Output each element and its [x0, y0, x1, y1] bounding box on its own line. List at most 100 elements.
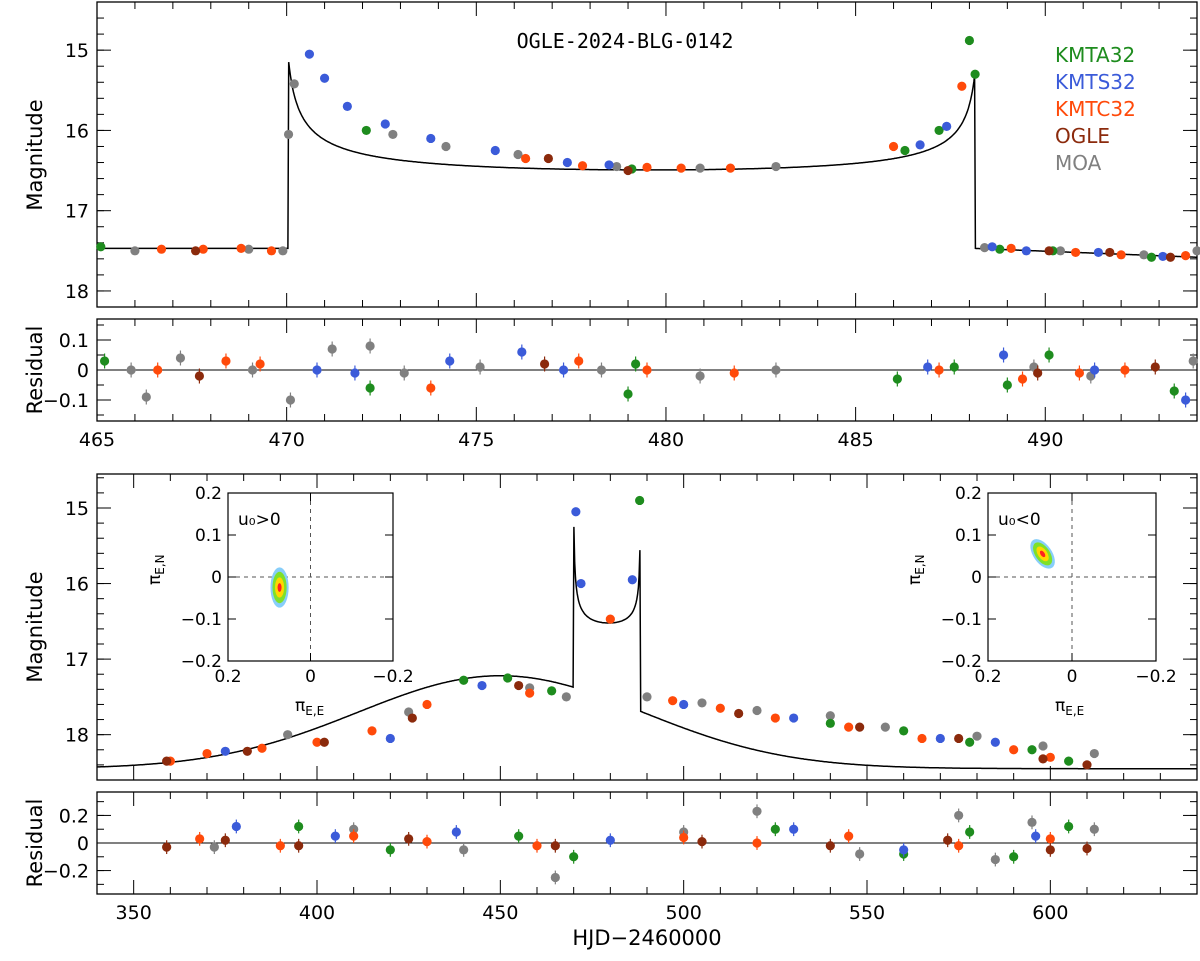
- data-point-kmta32: [365, 383, 375, 393]
- data-point-kmts32: [231, 821, 241, 832]
- data-point-moa: [1055, 246, 1066, 256]
- x-tick-label: 500: [666, 902, 702, 924]
- inset-y-tick-label: 0.2: [955, 484, 982, 504]
- data-point-moa: [244, 244, 254, 254]
- y-tick-label: 0: [77, 833, 89, 855]
- tick-marks: 15 16 17 18: [65, 1, 1198, 308]
- inset-x-tick-label: −0.2: [1135, 667, 1176, 687]
- data-point-kmts32: [679, 699, 689, 710]
- data-point-kmta32: [900, 145, 910, 156]
- model-line: [97, 62, 1197, 258]
- data-point-kmtc32: [725, 163, 736, 173]
- tick-marks: 15 16 17 18: [65, 474, 1198, 781]
- data-point-kmts32: [451, 827, 461, 837]
- data-point-kmta32: [949, 362, 959, 372]
- data-point-moa: [612, 161, 622, 172]
- data-point-kmtc32: [1181, 251, 1191, 261]
- model-curve: [96, 526, 1197, 770]
- data-point-moa: [697, 698, 707, 708]
- data-point-ogle: [404, 834, 414, 844]
- inset-content: 0.20.10−0.1−0.20.2 0 −0.2: [941, 484, 1177, 687]
- data-point-kmtc32: [1017, 374, 1028, 384]
- inset-y-tick-label: −0.2: [941, 652, 982, 672]
- data-point-kmts32: [1093, 247, 1103, 258]
- data-point-kmtc32: [257, 743, 267, 753]
- data-point-kmts32: [604, 160, 614, 170]
- data-point-kmts32: [935, 733, 945, 744]
- data-point-kmts32: [1021, 246, 1031, 256]
- data-point-ogle: [194, 371, 205, 381]
- legend-item-kmts32: KMTS32: [1055, 70, 1136, 94]
- data-point-kmta32: [99, 356, 110, 366]
- data-points: [96, 35, 1200, 262]
- data-point-ogle: [407, 713, 417, 723]
- panel-zoom-residual: 0.1 0 −0.1 465 470 475 480 485 490 Residual: [23, 318, 1198, 451]
- data-point-kmta32: [385, 845, 395, 855]
- y-tick-label: 15: [65, 40, 89, 62]
- legend-item-kmta32: KMTA32: [1055, 43, 1135, 67]
- data-point-kmta32: [569, 852, 579, 862]
- x-tick-label: 450: [482, 902, 518, 924]
- data-point-ogle: [242, 746, 252, 756]
- data-point-moa: [825, 711, 835, 721]
- data-point-ogle: [294, 841, 304, 851]
- inset-u0-negative: 0.20.10−0.1−0.20.2 0 −0.2 u₀<0 πE,E πE,N: [905, 484, 1177, 718]
- inset-y-label: πE,N: [905, 554, 927, 585]
- data-point-kmtc32: [679, 832, 689, 843]
- data-point-kmts32: [789, 824, 799, 834]
- data-point-kmtc32: [422, 699, 432, 710]
- data-point-moa: [126, 365, 136, 375]
- inset-y-tick-label: 0.2: [195, 484, 222, 504]
- inset-x-tick-label: 0: [305, 667, 316, 687]
- x-tick-label: 350: [116, 902, 152, 924]
- data-point-kmtc32: [312, 737, 322, 747]
- inset-x-tick-label: 0: [1067, 667, 1078, 687]
- data-point-kmtc32: [577, 161, 588, 171]
- y-tick-label: 17: [65, 649, 89, 671]
- data-point-moa: [1027, 817, 1037, 827]
- data-point-moa: [141, 392, 151, 402]
- data-point-ogle: [162, 756, 172, 766]
- data-point-kmtc32: [525, 688, 535, 698]
- data-point-kmta32: [970, 69, 980, 79]
- data-point-kmtc32: [202, 748, 212, 759]
- y-axis-label-residual-bottom: Residual: [23, 799, 47, 888]
- data-point-kmts32: [1089, 365, 1100, 375]
- data-point-kmta32: [635, 495, 645, 506]
- data-point-moa: [1089, 748, 1099, 759]
- data-point-kmta32: [770, 824, 780, 834]
- data-point-kmts32: [220, 746, 230, 756]
- legend-item-ogle: OGLE: [1055, 124, 1110, 148]
- data-point-moa: [771, 365, 781, 375]
- legend-item-moa: MOA: [1055, 151, 1102, 175]
- y-tick-label: 0.2: [59, 805, 89, 827]
- x-tick-label: 470: [269, 429, 305, 451]
- data-point-moa: [695, 163, 705, 173]
- data-point-moa: [979, 243, 990, 253]
- y-tick-label: −0.1: [43, 390, 89, 412]
- y-tick-label: 17: [65, 201, 89, 223]
- data-point-kmtc32: [954, 841, 964, 851]
- data-point-kmts32: [562, 157, 572, 168]
- data-point-kmta32: [96, 242, 106, 252]
- data-point-moa: [771, 161, 781, 172]
- tick-marks: 0.1 0 −0.1 465 470 475 480 485 490: [43, 319, 1198, 451]
- data-point-ogle: [697, 837, 707, 847]
- data-point-moa: [289, 79, 299, 89]
- data-point-moa: [283, 129, 294, 140]
- data-point-kmts32: [330, 831, 340, 841]
- inset-content: 0.20.10−0.1−0.20.2 0 −0.2: [181, 484, 414, 687]
- data-point-ogle: [220, 835, 230, 845]
- data-point-kmts32: [990, 737, 1000, 747]
- data-point-kmtc32: [1045, 834, 1055, 844]
- data-point-moa: [399, 368, 409, 378]
- data-point-kmts32: [490, 145, 500, 156]
- y-tick-label: 16: [65, 120, 89, 142]
- data-point-ogle: [1082, 843, 1092, 854]
- data-point-kmts32: [915, 140, 925, 150]
- data-point-ogle: [943, 835, 953, 845]
- data-point-moa: [441, 141, 451, 152]
- y-tick-label: 16: [65, 574, 89, 596]
- inset-y-tick-label: 0.1: [195, 526, 222, 546]
- data-point-kmtc32: [255, 359, 265, 369]
